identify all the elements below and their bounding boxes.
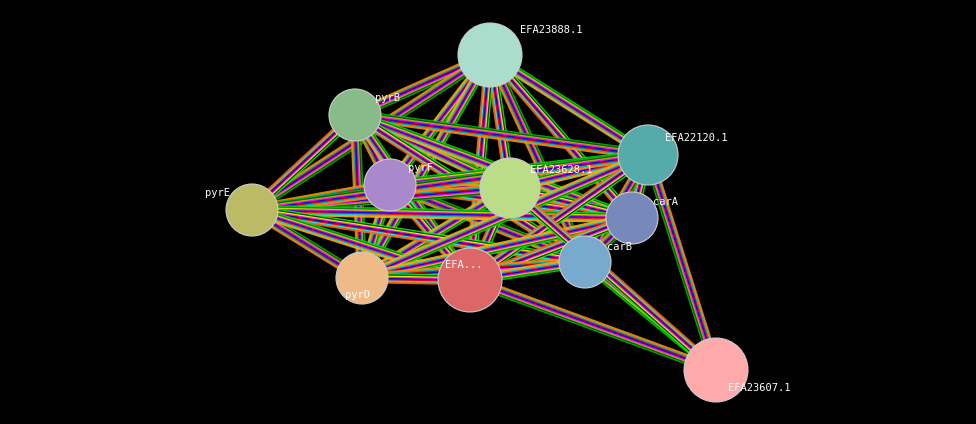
Text: pyrF: pyrF	[408, 163, 433, 173]
Ellipse shape	[329, 89, 381, 141]
Ellipse shape	[438, 248, 502, 312]
Text: pyrB: pyrB	[375, 93, 400, 103]
Text: pyrE: pyrE	[205, 188, 230, 198]
Text: EFA23888.1: EFA23888.1	[520, 25, 583, 35]
Text: carB: carB	[607, 242, 632, 252]
Ellipse shape	[336, 252, 388, 304]
Text: EFA22120.1: EFA22120.1	[665, 133, 727, 143]
Ellipse shape	[618, 125, 678, 185]
Text: EFA23628.1: EFA23628.1	[530, 165, 592, 175]
Text: EFA23607.1: EFA23607.1	[728, 383, 791, 393]
Ellipse shape	[559, 236, 611, 288]
Ellipse shape	[226, 184, 278, 236]
Ellipse shape	[458, 23, 522, 87]
Text: carA: carA	[653, 197, 678, 207]
Text: pyrD: pyrD	[345, 290, 370, 300]
Ellipse shape	[364, 159, 416, 211]
Ellipse shape	[684, 338, 748, 402]
Ellipse shape	[480, 158, 540, 218]
Text: EFA...: EFA...	[445, 260, 482, 270]
Ellipse shape	[606, 192, 658, 244]
